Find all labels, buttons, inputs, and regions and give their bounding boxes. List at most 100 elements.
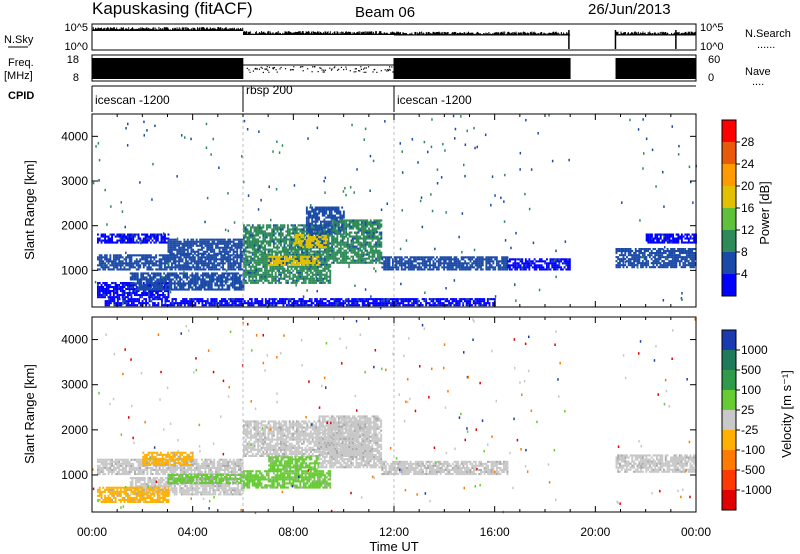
heatmap-cell (171, 240, 173, 243)
heatmap-cell (98, 268, 101, 271)
heatmap-cell (327, 257, 330, 260)
freq-sample (246, 67, 248, 69)
heatmap-cell (215, 260, 217, 263)
heatmap-cell (216, 268, 219, 271)
heatmap-cell (176, 244, 179, 247)
heatmap-cell (216, 242, 219, 245)
heatmap-cell (163, 272, 166, 275)
heatmap-cell (225, 240, 228, 243)
heatmap-cell (283, 236, 286, 239)
heatmap-cell (220, 260, 223, 263)
heatmap-cell (253, 240, 256, 243)
heatmap-cell (178, 248, 180, 251)
heatmap-cell (112, 268, 115, 271)
heatmap-cell (190, 238, 193, 241)
heatmap-cell (220, 252, 223, 255)
heatmap-cell (202, 254, 205, 257)
heatmap-cell (328, 224, 331, 227)
heatmap-cell (214, 274, 217, 277)
heatmap-cell (186, 272, 188, 275)
heatmap-cell (176, 254, 179, 257)
heatmap-cell (211, 240, 214, 243)
heatmap-cell (278, 228, 281, 231)
heatmap-cell (136, 280, 139, 283)
heatmap-cell (232, 248, 235, 251)
heatmap-cell (325, 222, 328, 225)
heatmap-cell (341, 255, 344, 258)
heatmap-cell (218, 240, 221, 243)
heatmap-cell (178, 240, 180, 243)
heatmap-cell (250, 246, 252, 249)
heatmap-cell (148, 294, 150, 297)
heatmap-cell (174, 268, 177, 271)
heatmap-cell (339, 243, 342, 246)
heatmap-cell (114, 292, 117, 295)
heatmap-cell (149, 256, 152, 259)
heatmap-cell (311, 246, 313, 249)
heatmap-cell (167, 250, 170, 253)
heatmap-cell (265, 257, 268, 260)
heatmap-cell (207, 272, 210, 275)
heatmap-cell (209, 274, 211, 277)
heatmap-cell (294, 230, 296, 233)
heatmap-cell (227, 246, 230, 249)
heatmap-cell (248, 240, 251, 243)
heatmap-cell (243, 234, 245, 237)
heatmap-cell (250, 244, 252, 247)
heatmap-cell (288, 240, 291, 243)
heatmap-cell (330, 208, 333, 211)
heatmap-cell (125, 258, 128, 261)
heatmap-cell (313, 232, 315, 235)
heatmap-cell (281, 246, 284, 249)
heatmap-cell (324, 275, 326, 278)
heatmap-cell (325, 232, 328, 235)
heatmap-cell (119, 268, 122, 271)
heatmap-cell (260, 279, 263, 282)
heatmap-cell (195, 266, 198, 269)
heatmap-cell (290, 240, 293, 243)
heatmap-cell (240, 274, 243, 277)
heatmap-cell (161, 286, 164, 289)
heatmap-cell (129, 286, 132, 289)
heatmap-cell (278, 269, 281, 272)
freq-sample (355, 68, 357, 70)
heatmap-cell (170, 280, 173, 283)
heatmap-cell (140, 278, 143, 281)
heatmap-cell (298, 240, 301, 243)
heatmap-cell (179, 286, 181, 289)
heatmap-cell (208, 254, 210, 257)
heatmap-cell (100, 254, 103, 257)
heatmap-cell (320, 224, 322, 227)
heatmap-cell (319, 246, 322, 249)
heatmap-cell (98, 292, 101, 295)
heatmap-cell (185, 268, 187, 271)
heatmap-cell (204, 258, 207, 261)
heatmap-cell (105, 282, 108, 285)
heatmap-cell (182, 274, 185, 277)
heatmap-cell (309, 271, 312, 274)
heatmap-cell (207, 282, 210, 285)
heatmap-cell (109, 256, 112, 259)
heatmap-cell (162, 256, 165, 259)
heatmap-cell (222, 248, 224, 251)
heatmap-cell (248, 251, 251, 254)
heatmap-cell (206, 256, 209, 259)
heatmap-cell (334, 232, 336, 235)
heatmap-cell (234, 264, 237, 267)
heatmap-cell (203, 288, 206, 291)
heatmap-cell (135, 286, 138, 289)
heatmap-cell (272, 230, 275, 233)
heatmap-cell (272, 234, 275, 237)
heatmap-cell (262, 265, 265, 268)
heatmap-cell (246, 246, 249, 249)
heatmap-cell (127, 239, 129, 242)
heatmap-cell (119, 262, 122, 265)
heatmap-cell (135, 241, 138, 244)
heatmap-cell (116, 284, 119, 287)
heatmap-cell (327, 265, 330, 268)
heatmap-cell (178, 242, 180, 245)
heatmap-cell (325, 206, 328, 209)
heatmap-cell (169, 246, 172, 249)
heatmap-cell (234, 262, 237, 265)
heatmap-cell (109, 284, 112, 287)
